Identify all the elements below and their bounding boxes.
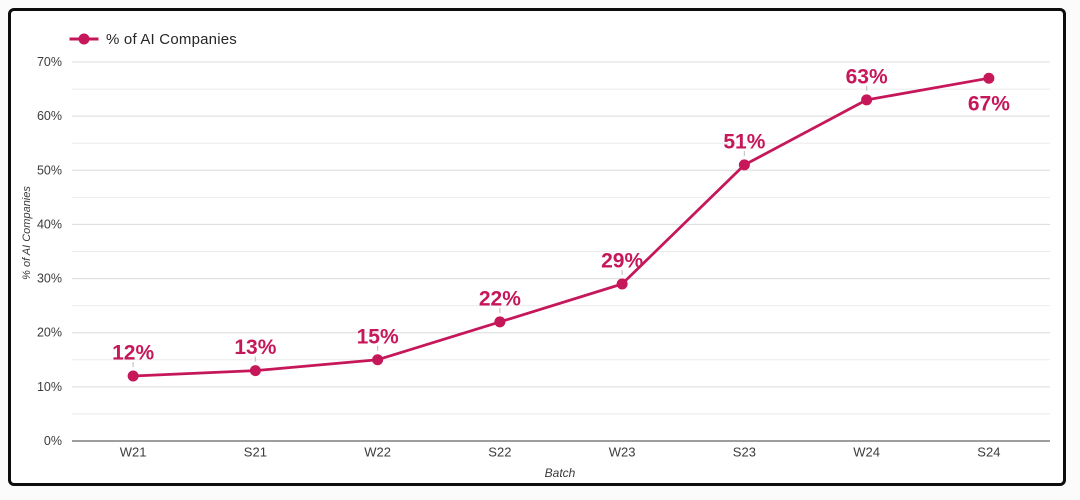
data-point: [249, 365, 261, 377]
data-point: [738, 159, 750, 171]
x-tick-label: S22: [488, 445, 511, 460]
chart-svg: 0% 10% 20% 30% 40% 50% 60% 70% W21 S21 W22 S22 W23 S2…: [37, 55, 1050, 460]
data-point: [616, 278, 628, 290]
data-point-label: 63%: [846, 65, 888, 88]
x-tick-label: S24: [977, 445, 1000, 460]
x-tick-label: W22: [364, 445, 391, 460]
data-point: [494, 316, 506, 328]
y-tick-label: 10%: [37, 380, 62, 394]
y-axis-title: % of AI Companies: [21, 186, 33, 280]
x-tick-label: W24: [853, 445, 880, 460]
y-tick-label: 50%: [37, 163, 62, 177]
y-tick-label: 20%: [37, 326, 62, 340]
y-tick-label: 70%: [37, 55, 62, 69]
data-point-label: 15%: [357, 325, 399, 348]
y-tick-label: 30%: [37, 272, 62, 286]
data-point-label: 12%: [112, 342, 154, 365]
legend-line-marker-icon: [69, 33, 99, 45]
y-tick-label: 40%: [37, 217, 62, 231]
data-point-label: 29%: [601, 249, 643, 272]
legend-label: % of AI Companies: [106, 30, 237, 48]
data-point-label: 13%: [234, 336, 276, 359]
y-tick-label: 0%: [44, 434, 62, 448]
data-point-label: 51%: [723, 130, 765, 153]
x-axis-title: Batch: [544, 466, 576, 480]
data-point: [861, 94, 873, 106]
data-point-label: 22%: [479, 287, 521, 310]
x-tick-label: S23: [733, 445, 756, 460]
series-line: [131, 76, 991, 378]
x-tick-label: W23: [609, 445, 636, 460]
chart-frame: 0% 10% 20% 30% 40% 50% 60% 70% W21 S21 W22 S22 W23 S2…: [8, 8, 1066, 486]
x-tick-label: W21: [120, 445, 147, 460]
legend: % of AI Companies: [69, 29, 237, 49]
y-tick-label: 60%: [37, 109, 62, 123]
data-point-label: 67%: [968, 93, 1010, 116]
x-tick-label: S21: [244, 445, 267, 460]
data-point: [983, 72, 995, 84]
data-point: [127, 370, 139, 382]
data-point: [372, 354, 384, 366]
